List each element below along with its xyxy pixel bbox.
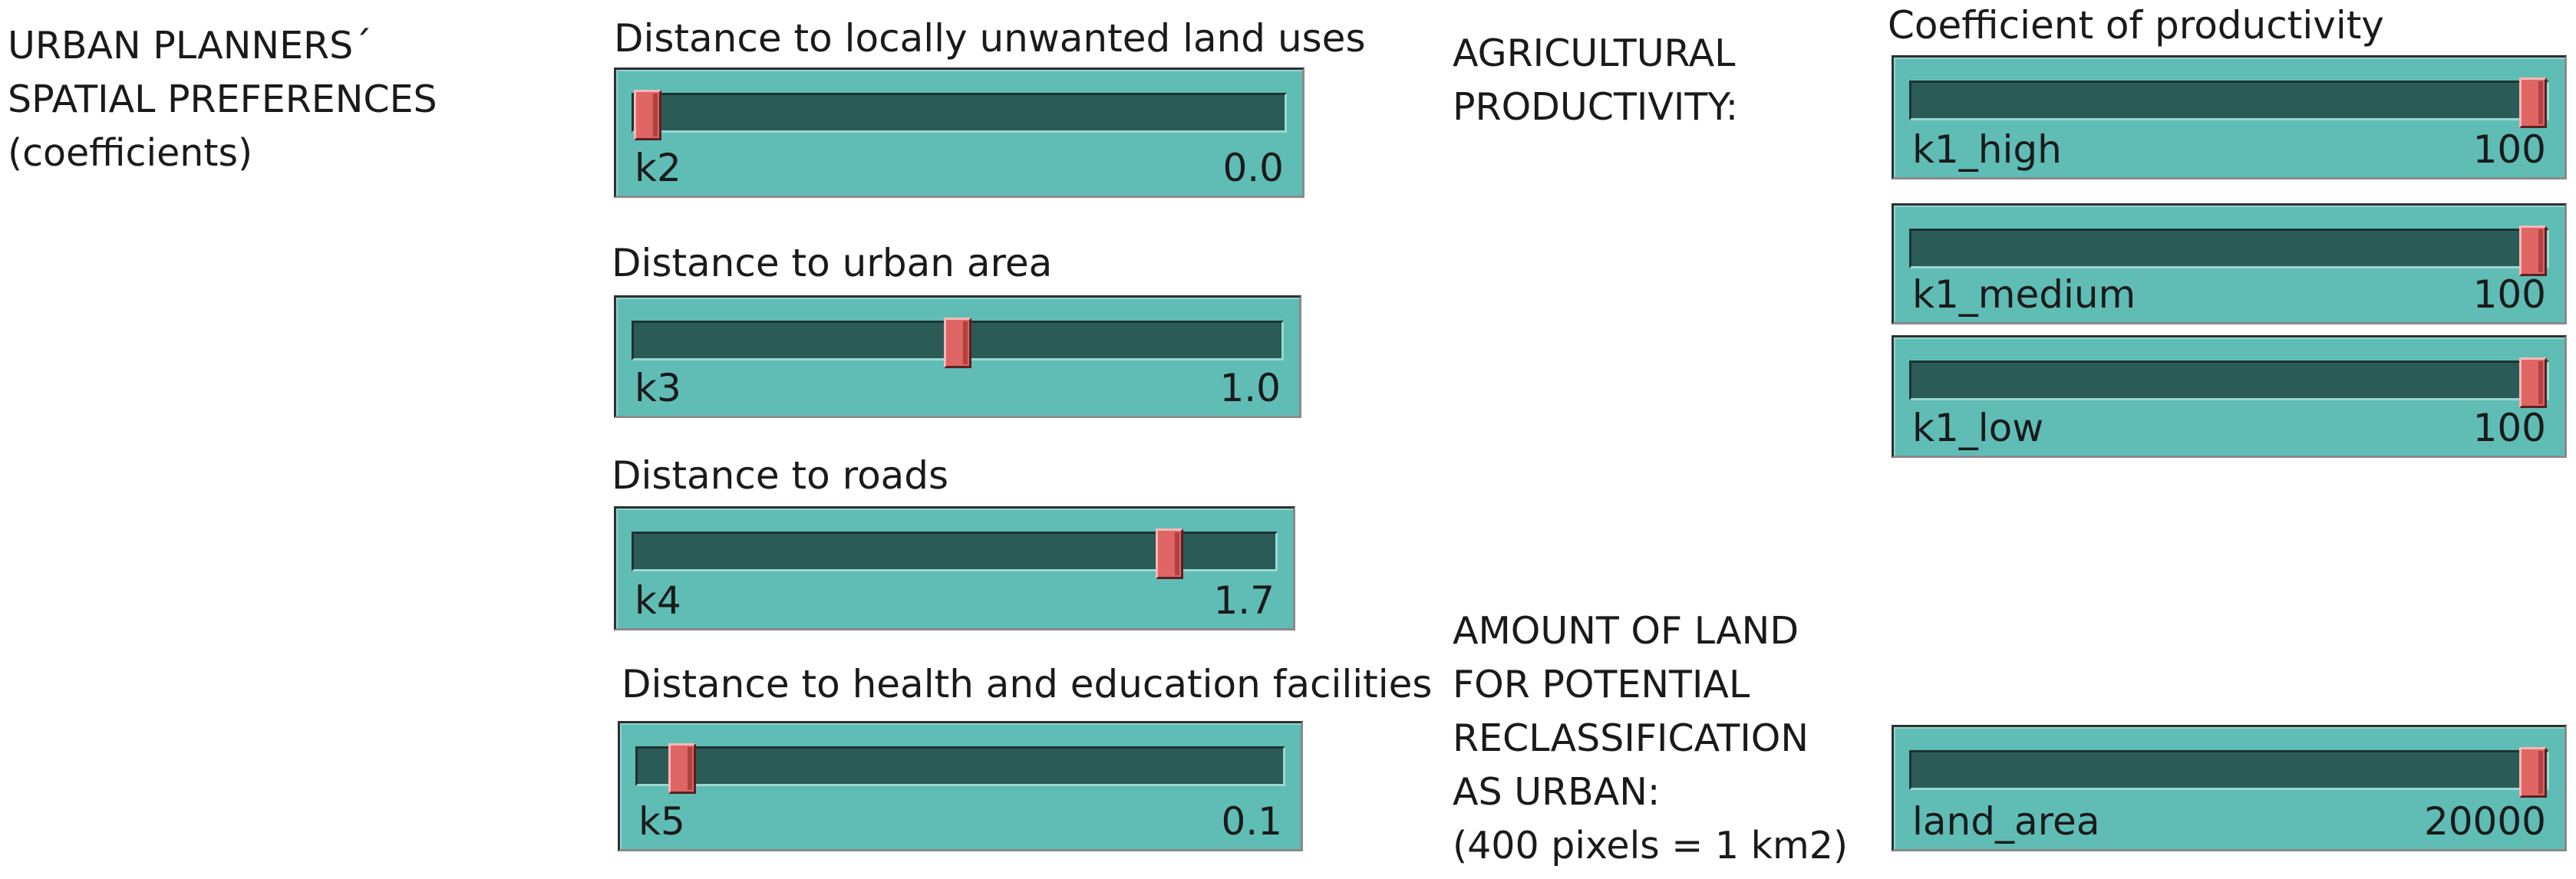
k1-high-slider-knob[interactable]	[2519, 77, 2547, 128]
k1-high-slider-name: k1_high	[1912, 127, 2062, 172]
k1-low-slider[interactable]: k1_low 100	[1892, 335, 2567, 458]
k3-slider-track[interactable]	[632, 318, 1284, 368]
k2-slider-name: k2	[635, 146, 681, 190]
k1-medium-slider-knob[interactable]	[2519, 226, 2547, 276]
k1-low-slider-track[interactable]	[1909, 357, 2549, 408]
amount-of-land-note: AMOUNT OF LAND FOR POTENTIAL RECLASSIFIC…	[1453, 609, 1849, 867]
k1-low-slider-name: k1_low	[1912, 406, 2044, 450]
k3-slider[interactable]: k3 1.0	[614, 295, 1301, 418]
k3-label: Distance to urban area	[612, 241, 1053, 285]
k4-slider-name: k4	[635, 578, 681, 623]
k2-slider[interactable]: k2 0.0	[614, 67, 1304, 198]
land-area-slider-track[interactable]	[1909, 747, 2549, 798]
k5-slider[interactable]: k5 0.1	[618, 721, 1303, 851]
k4-slider-value: 1.7	[1213, 578, 1275, 623]
k1-high-slider[interactable]: k1_high 100	[1892, 55, 2567, 179]
k1-label: Coefficient of productivity	[1888, 3, 2384, 48]
land-area-slider-knob[interactable]	[2519, 747, 2547, 798]
k1-medium-slider-track[interactable]	[1909, 226, 2549, 276]
k1-medium-slider-name: k1_medium	[1912, 272, 2136, 317]
k4-slider-knob[interactable]	[1156, 528, 1183, 579]
k2-slider-track[interactable]	[632, 90, 1287, 140]
agricultural-productivity-note: AGRICULTURAL PRODUCTIVITY:	[1453, 31, 1739, 129]
k5-slider-track[interactable]	[635, 743, 1285, 794]
k4-slider[interactable]: k4 1.7	[614, 506, 1295, 630]
k1-high-slider-track[interactable]	[1909, 77, 2549, 128]
k5-slider-name: k5	[638, 799, 685, 844]
k3-slider-name: k3	[635, 366, 681, 410]
land-area-slider[interactable]: land_area 20000	[1892, 725, 2567, 851]
k5-label: Distance to health and education facilit…	[622, 662, 1433, 706]
k5-slider-value: 0.1	[1221, 799, 1282, 844]
k1-medium-slider-value: 100	[2472, 272, 2546, 317]
land-area-slider-name: land_area	[1912, 799, 2100, 844]
k3-slider-value: 1.0	[1219, 366, 1281, 410]
k1-medium-slider[interactable]: k1_medium 100	[1892, 203, 2567, 324]
k4-slider-track[interactable]	[632, 528, 1278, 579]
k1-low-slider-value: 100	[2472, 406, 2546, 450]
urban-planners-note: URBAN PLANNERS´ SPATIAL PREFERENCES (coe…	[8, 24, 437, 175]
k4-label: Distance to roads	[612, 453, 949, 498]
k1-low-slider-knob[interactable]	[2519, 357, 2547, 408]
k5-slider-knob[interactable]	[668, 743, 697, 794]
land-area-slider-value: 20000	[2423, 799, 2546, 844]
k3-slider-knob[interactable]	[944, 318, 971, 368]
k1-high-slider-value: 100	[2472, 127, 2546, 172]
k2-label: Distance to locally unwanted land uses	[614, 16, 1366, 61]
k2-slider-value: 0.0	[1222, 146, 1284, 190]
k2-slider-knob[interactable]	[634, 90, 661, 140]
